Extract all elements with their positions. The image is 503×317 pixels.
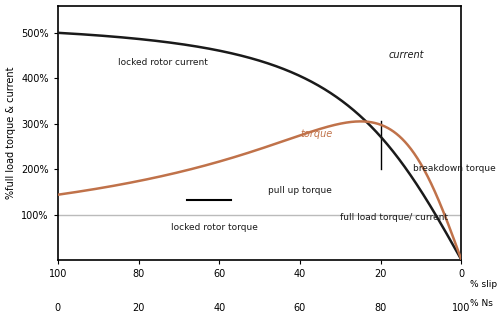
Text: 0: 0 [55, 303, 61, 313]
Text: locked rotor torque: locked rotor torque [171, 223, 258, 232]
Y-axis label: %full load torque & current: %full load torque & current [6, 67, 16, 199]
Text: 80: 80 [375, 303, 387, 313]
Text: 100: 100 [452, 303, 471, 313]
Text: pull up torque: pull up torque [268, 186, 331, 195]
Text: % Ns: % Ns [469, 299, 492, 307]
Text: locked rotor current: locked rotor current [118, 58, 208, 67]
Text: % slip: % slip [469, 281, 496, 289]
Text: breakdown torque: breakdown torque [413, 164, 496, 173]
Text: 60: 60 [294, 303, 306, 313]
Text: 20: 20 [132, 303, 145, 313]
Text: full load torque/ current: full load torque/ current [341, 213, 448, 222]
Text: current: current [389, 50, 425, 60]
Text: torque: torque [300, 129, 332, 139]
Text: 40: 40 [213, 303, 225, 313]
